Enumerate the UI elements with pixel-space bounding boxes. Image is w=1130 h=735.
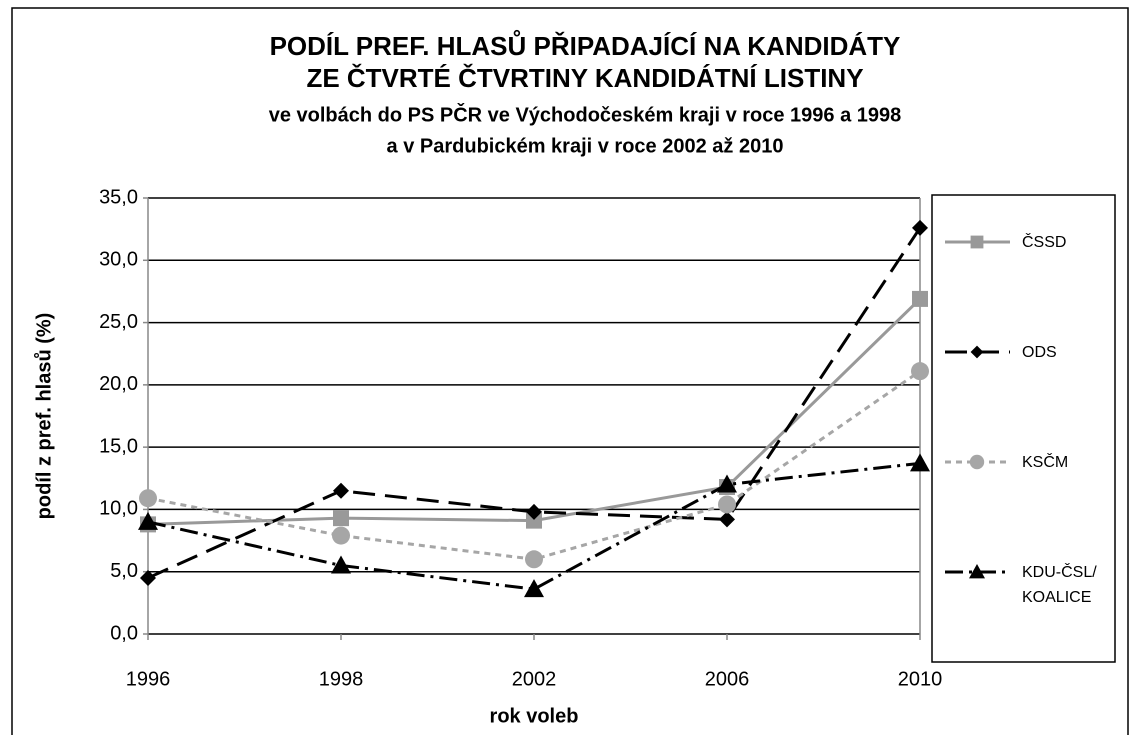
marker	[526, 512, 542, 529]
frame	[11, 7, 1129, 735]
x-tick-label: 2010	[898, 668, 943, 690]
marker	[138, 511, 158, 530]
marker	[911, 362, 929, 381]
marker	[140, 569, 156, 586]
chart-title: ZE ČTVRTÉ ČTVRTINY KANDIDÁTNÍ LISTINY	[306, 63, 863, 93]
series-line	[147, 369, 921, 561]
x-tick-label: 2002	[512, 668, 557, 690]
marker	[524, 579, 544, 598]
marker	[331, 555, 351, 574]
marker	[525, 550, 543, 569]
series-line	[147, 297, 922, 526]
y-tick-label: 0,0	[110, 622, 138, 644]
marker	[912, 290, 928, 307]
marker	[719, 511, 735, 528]
y-tick-label: 20,0	[99, 373, 138, 395]
x-tick-label: 1996	[126, 668, 171, 690]
marker	[139, 489, 157, 508]
x-axis-title: rok voleb	[490, 705, 579, 727]
marker	[718, 495, 736, 514]
marker	[526, 503, 542, 520]
series-line	[147, 461, 921, 591]
x-tick-label: 1998	[319, 668, 364, 690]
legend-label: ČSSD	[1022, 234, 1067, 251]
marker	[912, 219, 928, 236]
y-tick-label: 10,0	[99, 498, 138, 520]
legend-label: KDU-ČSL/ KOALICE	[1022, 564, 1097, 606]
chart-subtitle: ve volbách do PS PČR ve Východočeském kr…	[269, 102, 902, 126]
chart-title: PODÍL PREF. HLASŮ PŘIPADAJÍCÍ NA KANDIDÁ…	[270, 29, 901, 61]
y-axis-title: podíl z pref. hlasů (%)	[33, 313, 55, 520]
marker	[332, 526, 350, 545]
legend-marker	[969, 454, 985, 470]
y-tick-label: 15,0	[99, 435, 138, 457]
legend-marker	[969, 564, 985, 579]
y-tick-label: 35,0	[99, 186, 138, 208]
marker	[717, 474, 737, 493]
chart-subtitle: a v Pardubickém kraji v roce 2002 až 201…	[387, 135, 784, 157]
legend-box	[931, 194, 1116, 663]
y-tick-label: 5,0	[110, 560, 138, 582]
legend-label: ODS	[1022, 344, 1057, 361]
marker	[333, 482, 349, 499]
y-tick-label: 30,0	[99, 249, 138, 271]
marker	[910, 453, 930, 472]
marker	[333, 510, 349, 527]
y-tick-label: 25,0	[99, 311, 138, 333]
legend-marker	[970, 345, 984, 359]
x-tick-label: 2006	[705, 668, 750, 690]
legend-label: KSČM	[1022, 454, 1069, 471]
legend-marker	[970, 235, 984, 249]
